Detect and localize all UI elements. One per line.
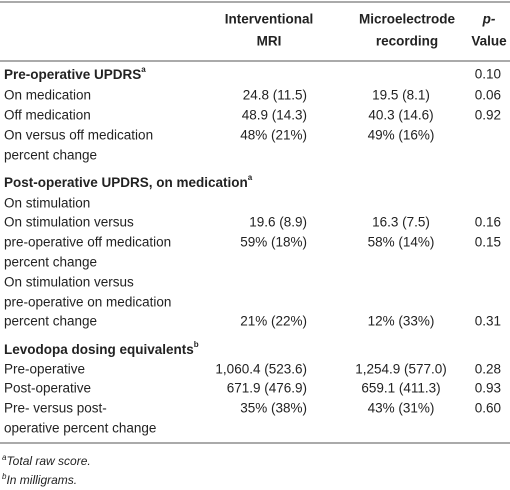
footnote: aTotal raw score. xyxy=(2,453,91,468)
p-value: 0.93 xyxy=(475,381,501,396)
mer-value: 43% (31%) xyxy=(368,401,435,416)
row-label: On stimulation versus xyxy=(4,275,134,290)
row-label: On versus off medication xyxy=(4,128,153,143)
p-value: 0.10 xyxy=(475,67,501,82)
row-label: percent change xyxy=(4,255,97,270)
section-heading: Post-operative UPDRS, on medicationa xyxy=(4,173,253,189)
footnote-mark: a xyxy=(141,65,146,74)
footnote-text: Total raw score. xyxy=(6,454,90,468)
mer-value: 12% (33%) xyxy=(368,314,435,329)
row-label: percent change xyxy=(4,148,97,163)
column-header: Interventional xyxy=(225,12,314,27)
section-heading: Levodopa dosing equivalentsb xyxy=(4,340,199,356)
mer-value: 659.1 (411.3) xyxy=(361,381,440,396)
column-header: MRI xyxy=(257,34,282,49)
imri-value: 48.9 (14.3) xyxy=(242,108,307,123)
column-header: p- xyxy=(482,12,496,27)
imri-value: 24.8 (11.5) xyxy=(243,88,307,103)
imri-value: 671.9 (476.9) xyxy=(227,381,307,396)
imri-value: 35% (38%) xyxy=(240,401,307,416)
footnote-mark: a xyxy=(2,453,7,462)
mer-value: 49% (16%) xyxy=(368,128,435,143)
row-label: Off medication xyxy=(4,108,91,123)
section-title: Pre-operative UPDRS xyxy=(4,67,141,82)
mer-value: 40.3 (14.6) xyxy=(368,108,433,123)
mer-value: 16.3 (7.5) xyxy=(372,215,430,230)
p-value: 0.92 xyxy=(475,108,501,123)
footnote-mark: a xyxy=(248,173,253,182)
row-label: operative percent change xyxy=(4,421,156,436)
p-value: 0.31 xyxy=(475,314,501,329)
p-value: 0.16 xyxy=(475,215,501,230)
column-header: Microelectrode xyxy=(359,12,456,27)
footnote-mark: b xyxy=(2,472,7,481)
column-header: Value xyxy=(471,34,507,49)
p-value: 0.06 xyxy=(475,88,501,103)
imri-value: 1,060.4 (523.6) xyxy=(215,362,307,377)
footnote-text: In milligrams. xyxy=(6,473,77,487)
imri-value: 59% (18%) xyxy=(240,235,307,250)
section-title: Post-operative UPDRS, on medication xyxy=(4,175,248,190)
mer-value: 58% (14%) xyxy=(368,235,435,250)
row-label: Post-operative xyxy=(4,381,91,396)
section-heading: Pre-operative UPDRSa xyxy=(4,65,146,81)
row-label: On stimulation xyxy=(4,196,90,211)
row-label: On stimulation versus xyxy=(4,215,134,230)
row-label: pre-operative off medication xyxy=(4,235,171,250)
imri-value: 21% (22%) xyxy=(240,314,307,329)
row-label: percent change xyxy=(4,314,97,329)
row-label: Pre-operative xyxy=(4,362,85,377)
p-value: 0.15 xyxy=(475,235,501,250)
p-value: 0.28 xyxy=(475,362,501,377)
row-label: Pre- versus post- xyxy=(4,401,107,416)
p-value: 0.60 xyxy=(475,401,501,416)
mer-value: 19.5 (8.1) xyxy=(372,88,430,103)
column-header: recording xyxy=(376,34,438,49)
footnote: bIn milligrams. xyxy=(2,472,77,487)
imri-value: 19.6 (8.9) xyxy=(249,215,307,230)
row-label: On medication xyxy=(4,88,91,103)
section-title: Levodopa dosing equivalents xyxy=(4,342,194,357)
imri-value: 48% (21%) xyxy=(240,128,307,143)
mer-value: 1,254.9 (577.0) xyxy=(355,362,447,377)
footnote-mark: b xyxy=(194,340,199,349)
row-label: pre-operative on medication xyxy=(4,295,171,310)
